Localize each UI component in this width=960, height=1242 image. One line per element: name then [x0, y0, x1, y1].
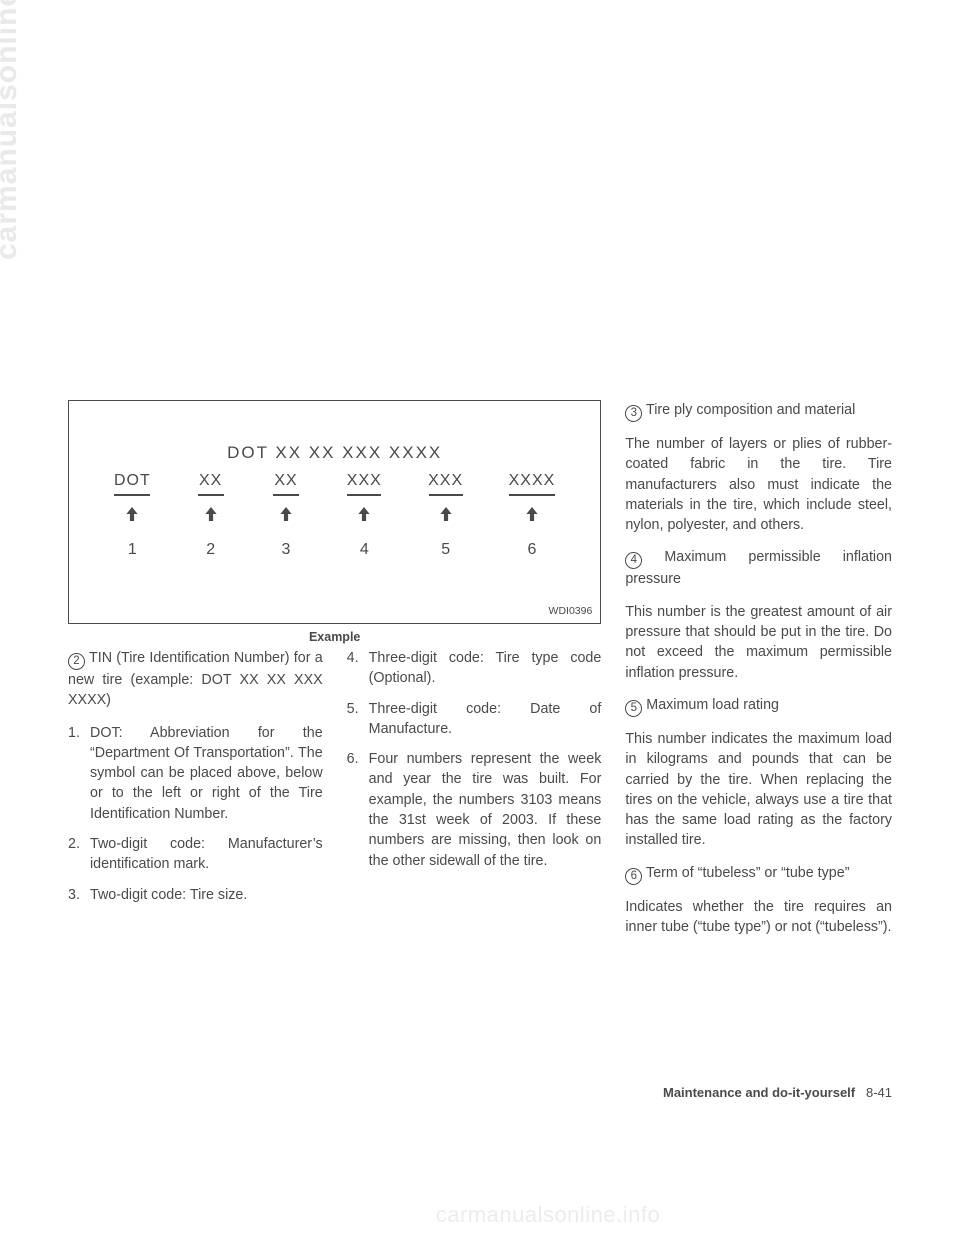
- heading-6: 6 Term of “tubeless” or “tube type”: [625, 863, 892, 885]
- circled-5: 5: [625, 700, 642, 717]
- up-arrow-icon: [204, 507, 218, 521]
- fig-num-3: 4: [336, 541, 392, 559]
- list-item: 1.DOT: Abbreviation for the “Department …: [68, 723, 323, 824]
- col1-list: 1.DOT: Abbreviation for the “Department …: [68, 723, 323, 905]
- figure-code-row: DOT XX XX XXX XXX XXXX: [69, 472, 600, 490]
- column-1: 2 TIN (Tire Identification Number) for a…: [68, 648, 323, 915]
- fig-num-1: 2: [186, 541, 236, 559]
- circled-6: 6: [625, 868, 642, 885]
- tin-intro: 2 TIN (Tire Identification Number) for a…: [68, 648, 323, 711]
- list-item: 3.Two-digit code: Tire size.: [68, 885, 323, 905]
- fig-cell-2: XX: [274, 472, 297, 489]
- fig-num-5: 6: [499, 541, 565, 559]
- figure-arrow-row: [69, 507, 600, 526]
- up-arrow-icon: [439, 507, 453, 521]
- side-watermark: carmanualsonline.info: [0, 0, 24, 260]
- figure-example-label: Example: [68, 630, 601, 644]
- para-3: The number of layers or plies of rubber-…: [625, 434, 892, 535]
- fig-cell-0: DOT: [114, 472, 151, 489]
- list-item: 2.Two-digit code: Manufacturer’s identif…: [68, 834, 323, 875]
- up-arrow-icon: [279, 507, 293, 521]
- list-item: 6.Four numbers represent the week and ye…: [347, 749, 602, 871]
- circled-2: 2: [68, 653, 85, 670]
- para-5: This number indicates the maximum load i…: [625, 729, 892, 851]
- para-6: Indicates whether the tire requires an i…: [625, 897, 892, 938]
- fig-num-0: 1: [104, 541, 160, 559]
- fig-num-2: 3: [261, 541, 311, 559]
- column-2: 4.Three-digit code: Tire type code (Opti…: [347, 648, 602, 915]
- circled-3: 3: [625, 405, 642, 422]
- page-footer: Maintenance and do-it-yourself 8-41: [663, 1085, 892, 1100]
- list-item: 5.Three-digit code: Date of Manufacture.: [347, 699, 602, 740]
- heading-5: 5 Maximum load rating: [625, 695, 892, 717]
- figure-title-line: DOT XX XX XXX XXXX: [69, 443, 600, 463]
- col2-list: 4.Three-digit code: Tire type code (Opti…: [347, 648, 602, 871]
- fig-cell-4: XXX: [428, 472, 463, 489]
- circled-4: 4: [625, 552, 642, 569]
- manual-page: carmanualsonline.info DOT XX XX XXX XXXX…: [0, 0, 960, 1242]
- fig-cell-5: XXXX: [509, 472, 556, 489]
- footer-page: 8-41: [866, 1085, 892, 1100]
- column-3: 3 Tire ply composition and material The …: [625, 400, 892, 949]
- up-arrow-icon: [525, 507, 539, 521]
- footer-section: Maintenance and do-it-yourself: [663, 1085, 855, 1100]
- content-columns: DOT XX XX XXX XXXX DOT XX XX XXX XXX XXX…: [68, 400, 892, 949]
- fig-cell-1: XX: [199, 472, 222, 489]
- up-arrow-icon: [125, 507, 139, 521]
- heading-3: 3 Tire ply composition and material: [625, 400, 892, 422]
- para-4: This number is the greatest amount of ai…: [625, 602, 892, 683]
- figure-number-row: 1 2 3 4 5 6: [69, 541, 600, 559]
- fig-cell-3: XXX: [347, 472, 382, 489]
- tin-figure: DOT XX XX XXX XXXX DOT XX XX XXX XXX XXX…: [68, 400, 601, 624]
- bottom-watermark: carmanualsonline.info: [68, 1202, 960, 1228]
- fig-num-4: 5: [418, 541, 474, 559]
- figure-code: WDI0396: [549, 605, 593, 617]
- up-arrow-icon: [357, 507, 371, 521]
- list-item: 4.Three-digit code: Tire type code (Opti…: [347, 648, 602, 689]
- heading-4: 4 Maximum permissible inflation pressure: [625, 547, 892, 589]
